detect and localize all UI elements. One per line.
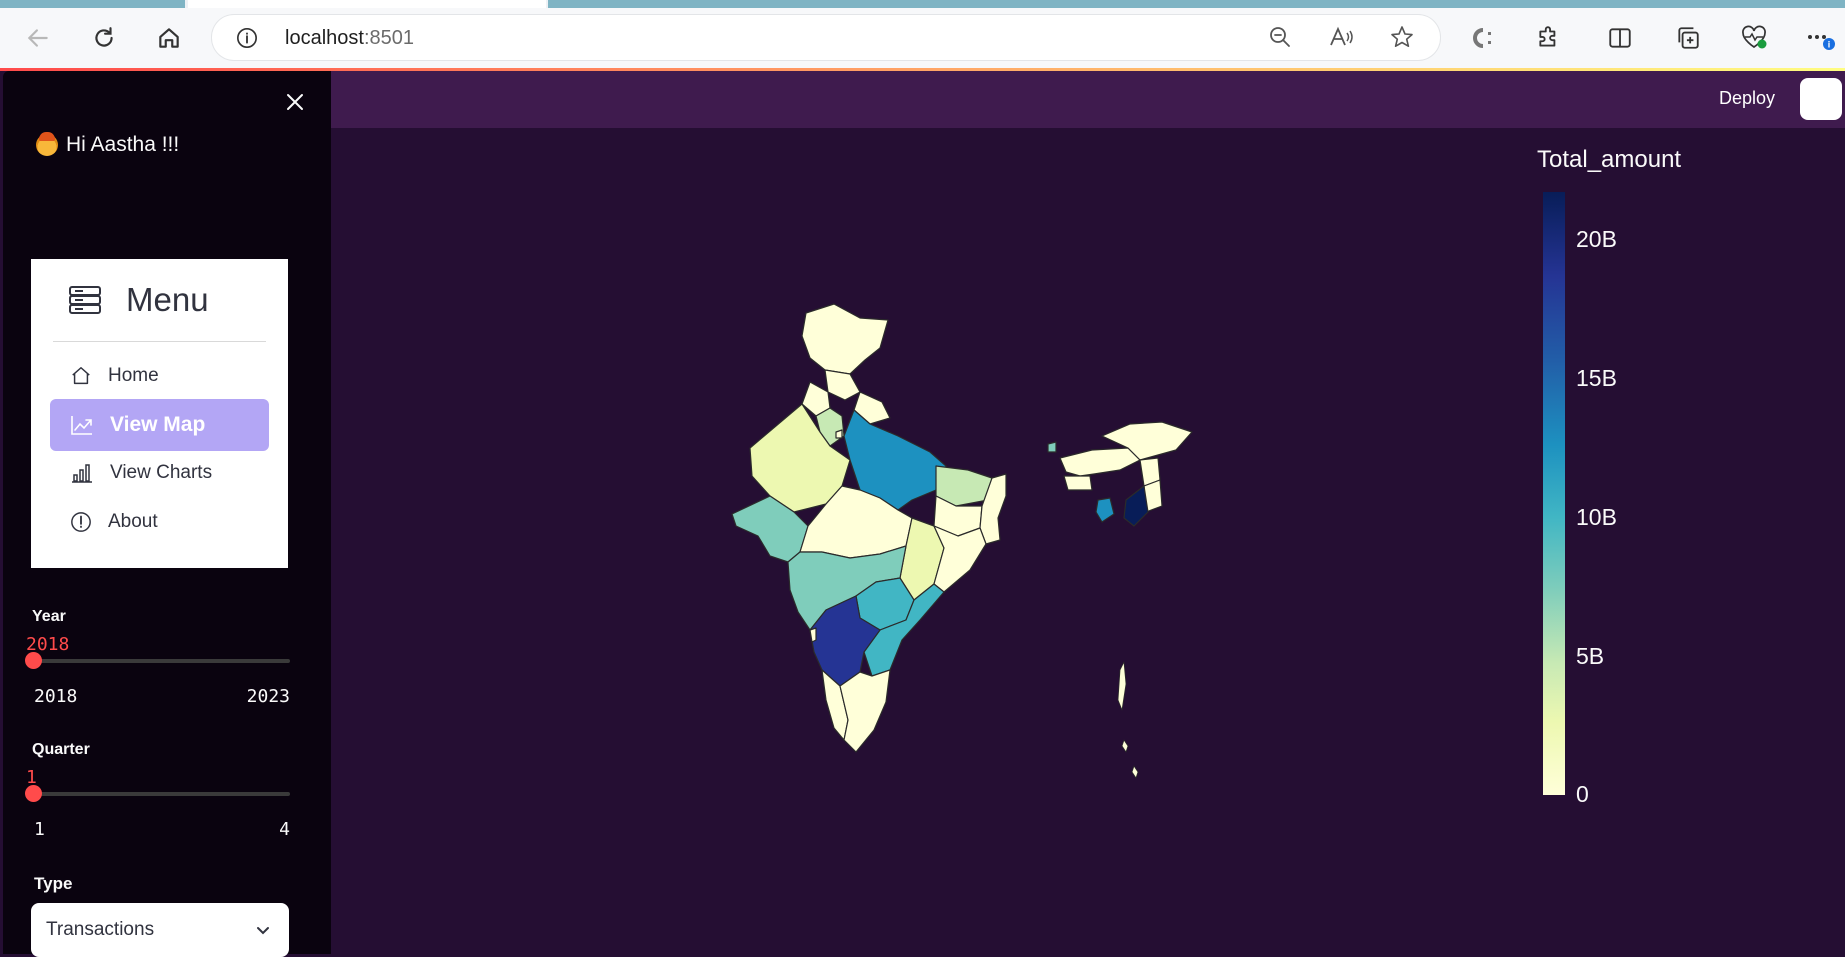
menu-item-view-map[interactable]: View Map [50,399,269,451]
url-text[interactable]: localhost:8501 [285,27,414,50]
quarter-slider-max: 4 [279,819,290,840]
menu-item-label: About [108,511,158,532]
browser-toolbar: localhost:8501 i [0,8,1845,68]
quarter-slider: Quarter 1 1 4 [25,741,290,840]
person-emoji-icon [36,132,58,156]
state-jammu-kashmir[interactable] [801,303,889,375]
state-goa[interactable] [809,627,817,643]
menu-item-label: Home [108,365,159,386]
menu-title: Menu [68,281,209,319]
menu-divider [53,341,266,342]
menu-item-about[interactable]: About [50,496,269,548]
state-arunachal-pradesh[interactable] [1101,421,1193,461]
andaman-nicobar-islands[interactable] [1117,661,1127,711]
year-slider-thumb[interactable] [25,652,42,669]
browser-tab[interactable] [0,0,185,8]
menu-item-label: View Charts [110,462,213,483]
url-host: localhost [285,27,364,49]
home-icon[interactable] [151,20,187,56]
svg-text:i: i [1828,40,1831,50]
state-himachal-pradesh[interactable] [824,369,861,401]
state-assam[interactable] [1059,447,1141,477]
chevron-down-icon [257,927,269,935]
extension-c-icon[interactable] [1464,20,1500,56]
year-slider-min: 2018 [34,686,78,707]
greeting-text: Hi Aastha !!! [66,133,180,156]
india-choropleth-map[interactable] [730,300,1200,780]
house-icon [72,367,90,385]
streamlit-decoration-bar [0,68,1845,71]
browser-tab-strip [0,0,1845,8]
exclamation-circle-icon [71,512,91,532]
state-meghalaya[interactable] [1063,475,1093,491]
quarter-slider-value: 1 [26,767,37,788]
menu-item-view-charts[interactable]: View Charts [50,447,269,499]
type-select-label: Type [34,874,73,893]
close-sidebar-button[interactable] [281,88,309,116]
browser-tab-active[interactable] [188,0,546,8]
state-andhra-pradesh[interactable] [863,583,945,677]
state-karnataka[interactable] [809,595,881,687]
address-bar[interactable]: localhost:8501 [212,15,1440,60]
split-screen-icon[interactable] [1602,20,1638,56]
main-content [331,128,1845,954]
graph-up-icon [71,416,92,435]
browser-health-icon[interactable] [1736,20,1772,56]
menu-item-label: View Map [110,413,206,436]
quarter-slider-min: 1 [34,819,45,840]
colorbar-tick: 5B [1576,643,1605,669]
state-mizoram[interactable] [1123,485,1149,527]
read-aloud-icon[interactable] [1329,25,1355,54]
year-slider-value: 2018 [26,634,70,655]
year-slider-label: Year [32,608,66,625]
colorbar-tick: 10B [1576,504,1617,530]
more-options-icon[interactable]: i [1802,20,1838,56]
app-header [331,71,1845,128]
menu-item-home[interactable]: Home [50,350,269,402]
zoom-out-icon[interactable] [1268,25,1292,54]
state-tripura[interactable] [1095,497,1115,523]
year-slider-max: 2023 [246,686,290,707]
extensions-puzzle-icon[interactable] [1531,20,1567,56]
back-icon[interactable] [20,20,56,56]
option-menu: Menu Home View Map View Charts About [31,259,288,568]
greeting: Hi Aastha !!! [36,132,180,157]
colorbar-tick: 15B [1576,365,1617,391]
info-icon[interactable] [236,27,258,54]
bar-chart-icon [72,464,92,483]
andaman-nicobar-islands[interactable] [1131,765,1139,779]
quarter-slider-label: Quarter [32,741,90,758]
year-slider-track[interactable] [32,659,290,663]
colorbar [1543,192,1565,795]
andaman-nicobar-islands[interactable] [1121,739,1129,753]
quarter-slider-thumb[interactable] [25,785,42,802]
menu-title-text: Menu [126,281,209,318]
collections-icon[interactable] [1670,20,1706,56]
colorbar-tick: 20B [1576,226,1617,252]
type-select-value: Transactions [46,919,155,940]
colorbar-title: Total_amount [1537,146,1682,173]
favorite-star-icon[interactable] [1390,25,1414,54]
state-tamil-nadu[interactable] [839,669,891,753]
type-select[interactable]: Transactions [31,903,289,957]
state-delhi[interactable] [835,429,843,439]
menu-server-icon [69,286,101,314]
state-uttarakhand[interactable] [853,391,891,425]
refresh-icon[interactable] [86,20,122,56]
state-sikkim[interactable] [1047,441,1057,453]
year-slider: Year 2018 2018 2023 [25,608,290,707]
close-icon [287,94,303,110]
deploy-button[interactable]: Deploy [1719,88,1776,108]
main-menu-button[interactable] [1800,78,1842,120]
browser-tab[interactable] [548,0,1845,8]
state-odisha[interactable] [933,525,987,593]
quarter-slider-track[interactable] [32,792,290,796]
url-port: :8501 [363,27,414,49]
colorbar-tick: 0 [1576,781,1589,807]
